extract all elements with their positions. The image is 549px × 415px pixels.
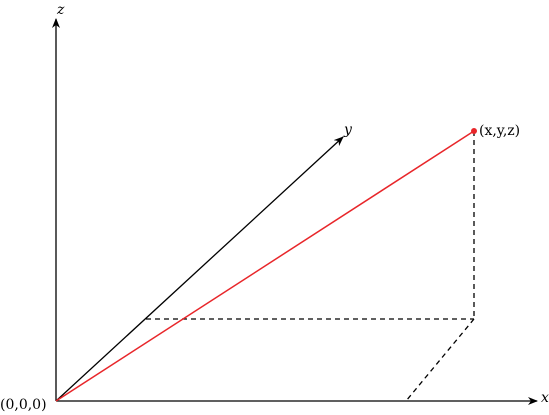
y-label: y xyxy=(343,122,353,138)
position-vector xyxy=(55,130,475,402)
projection-diagonal xyxy=(405,318,475,402)
x-label: x xyxy=(541,390,549,406)
point-marker xyxy=(471,128,477,134)
z-label: z xyxy=(56,2,65,18)
origin-label: (0,0,0) xyxy=(0,397,47,413)
point-label: (x,y,z) xyxy=(479,123,520,139)
y-axis xyxy=(55,136,344,402)
